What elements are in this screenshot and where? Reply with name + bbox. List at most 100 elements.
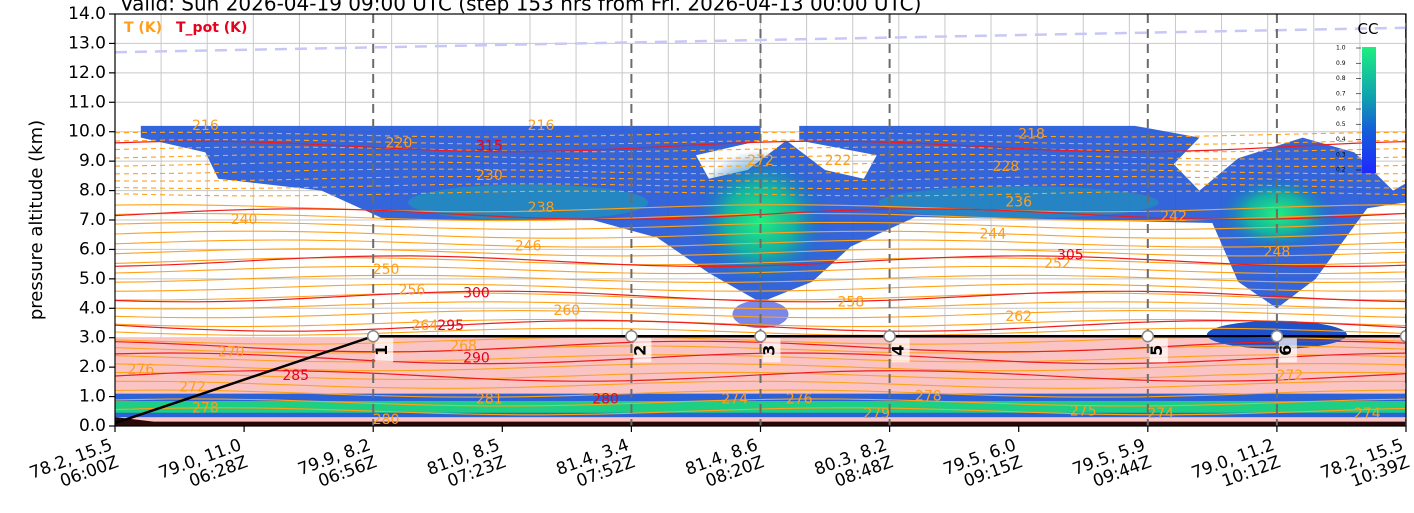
y-tick-label: 7.0	[79, 210, 106, 230]
x-tick-label: 79.5, 5.909:44Z	[1070, 435, 1154, 491]
colorbar-tick-label: 0.2	[1336, 167, 1346, 174]
temperature-contour-label: 264	[411, 318, 438, 334]
temperature-contour-label: 272	[1276, 368, 1303, 384]
temperature-contour-label: 222	[825, 153, 852, 169]
waypoint-label: 3	[760, 345, 779, 356]
temperature-contour	[115, 318, 1406, 328]
chart-title: Valid: Sun 2026-04-19 09:00 UTC (step 15…	[120, 0, 921, 16]
temperature-contour-dashed	[115, 168, 1406, 175]
potential-temperature-contour	[115, 352, 1406, 365]
colorbar-tick-label: 1.0	[1336, 45, 1346, 52]
temperature-contour-label: 262	[1005, 309, 1032, 325]
y-tick-label: 0.0	[79, 416, 106, 436]
cloud-cover-fill	[140, 125, 1406, 349]
temperature-contour-label: 216	[528, 118, 555, 134]
temperature-contour	[115, 301, 1406, 310]
y-tick-label: 1.0	[79, 387, 106, 407]
legend: T (K) T_pot (K)	[124, 20, 247, 36]
temperature-contour-label: 278	[192, 400, 219, 416]
temperature-contour-label: 246	[515, 238, 542, 254]
y-tick-label: 4.0	[79, 298, 106, 318]
temperature-contour	[115, 248, 1406, 257]
temperature-contour-label: 280	[373, 412, 400, 428]
cloud-band-mid	[878, 186, 1159, 219]
potential-temperature-contour-label: 315	[476, 138, 503, 154]
colorbar-ticks: 1.0 0.9 0.8 0.7 0.6 0.5 0.4 0.3 0.2	[1336, 45, 1361, 174]
y-axis-ticks: 0.0 1.0 2.0 3.0 4.0 5.0 6.0 7.0 8.0 9.0 10.0 11.0 12…	[68, 4, 115, 436]
waypoint-label: 5	[1147, 345, 1166, 356]
temperature-contour-label: 242	[1160, 209, 1187, 225]
colorbar-tick-label: 0.4	[1336, 136, 1346, 143]
y-tick-label: 2.0	[79, 357, 106, 377]
y-tick-label: 11.0	[68, 92, 106, 112]
x-tick-label: 81.4, 3.407:52Z	[554, 435, 638, 491]
temperature-contour-label: 276	[127, 362, 154, 378]
temperature-contour-label: 244	[980, 227, 1007, 243]
plot-layers: 1234567 21621622023023824024625025626025…	[115, 14, 1414, 428]
potential-temperature-contour-label: 290	[463, 350, 490, 366]
x-tick-label: 78.2, 15.506:00Z	[27, 435, 121, 491]
temperature-contour	[115, 354, 1406, 363]
temperature-contour-label: 274	[721, 392, 748, 408]
colorbar-gradient	[1362, 47, 1376, 173]
y-tick-label: 14.0	[68, 4, 106, 24]
x-tick-label: 79.9, 8.206:56Z	[295, 435, 379, 491]
x-tick-label: 79.0, 11.006:28Z	[156, 435, 250, 491]
x-axis-ticks: 78.2, 15.506:00Z 79.0, 11.006:28Z 79.9, 8.…	[27, 426, 1412, 492]
waypoint-label: 1	[372, 345, 391, 356]
potential-temperature-contour-label: 280	[592, 392, 619, 408]
temperature-contour-label: 220	[386, 135, 413, 151]
x-tick-label: 81.0, 8.507:23Z	[424, 435, 508, 491]
temperature-contour-label: 279	[863, 406, 890, 422]
temperature-contour-label: 256	[399, 283, 426, 299]
waypoint-label: 2	[630, 345, 649, 356]
colorbar-tick-label: 0.5	[1336, 121, 1346, 128]
waypoint-label-bg	[1278, 338, 1297, 363]
temperature-contour-label: 250	[373, 262, 400, 278]
temperature-contour-dashed	[115, 146, 1406, 153]
colorbar-title: CC	[1358, 20, 1379, 38]
potential-temperature-contour-label: 300	[463, 286, 490, 302]
temperature-contour-label: 260	[553, 303, 580, 319]
temperature-contour-label: 281	[476, 392, 503, 408]
waypoint-label-bg	[633, 338, 652, 363]
potential-temperature-contour-label: 295	[437, 318, 464, 334]
temperature-contour-label: 270	[218, 344, 245, 360]
temperature-contour-label: 276	[786, 392, 813, 408]
temperature-contour	[115, 230, 1406, 239]
waypoint-label-bg	[891, 338, 910, 363]
temperature-contour-label: 274	[1354, 406, 1381, 422]
temperature-contour-dashed	[115, 139, 1406, 145]
waypoint-marker	[1399, 329, 1406, 343]
waypoint-lines	[372, 14, 1406, 426]
x-tick-label: 80.3, 8.208:48Z	[812, 435, 896, 491]
waypoint-label-bg	[1408, 338, 1414, 362]
colorbar: CC 1.0 0.9 0.8 0.7 0.6 0.5 0.4 0.3 0.2	[1336, 20, 1378, 174]
temperature-contour	[115, 371, 1406, 381]
temperature-contour-label: 238	[528, 200, 555, 216]
legend-temperature: T (K)	[124, 20, 162, 36]
temperature-contour-label: 230	[476, 168, 503, 184]
temperature-contour-dashed	[115, 153, 1406, 160]
waypoint-marker	[1270, 329, 1284, 343]
x-tick-label: 79.0, 11.210:12Z	[1189, 435, 1283, 491]
waypoint-marker	[883, 329, 896, 343]
colorbar-tick-label: 0.6	[1336, 106, 1346, 113]
temperature-contour-label: 268	[450, 339, 477, 355]
temperature-contour-dashed	[115, 190, 1406, 197]
temperature-contour-dashed	[115, 131, 1406, 138]
potential-temperature-contour-label: 285	[282, 368, 309, 384]
y-axis-label: pressure altitude (km)	[26, 120, 47, 320]
temperature-contour-label: 272	[747, 153, 774, 169]
temperature-contour-label: 272	[179, 380, 206, 396]
x-tick-label: 81.4, 8.608:20Z	[683, 435, 767, 491]
temperature-contour	[115, 398, 1406, 407]
temperature-contour-label: 248	[1264, 244, 1291, 260]
y-tick-label: 10.0	[68, 122, 106, 142]
waypoint-marker	[366, 329, 380, 343]
y-tick-label: 3.0	[79, 328, 106, 348]
temperature-contour	[115, 221, 1406, 230]
temperature-contour-label: 218	[1018, 127, 1045, 143]
waypoint-label-bg	[375, 338, 394, 363]
